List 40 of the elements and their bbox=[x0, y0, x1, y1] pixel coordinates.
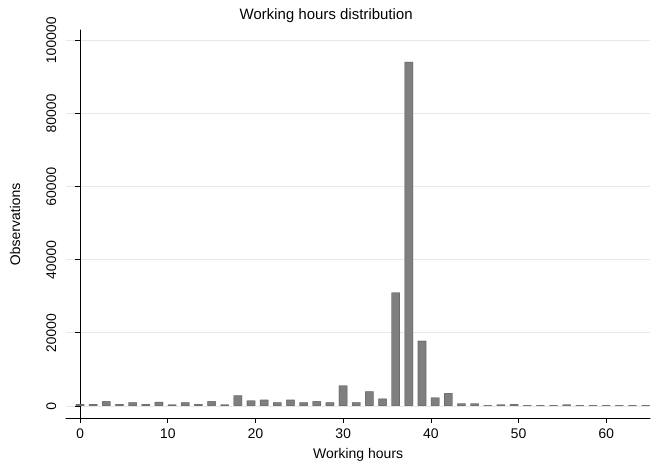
bar bbox=[286, 400, 295, 406]
bar bbox=[470, 403, 479, 406]
y-tick-label: 20000 bbox=[43, 313, 59, 352]
bar bbox=[326, 402, 334, 406]
bar bbox=[404, 62, 414, 406]
bar bbox=[102, 401, 111, 406]
bar bbox=[338, 385, 348, 406]
bar bbox=[352, 402, 361, 406]
bar bbox=[180, 402, 190, 406]
bar bbox=[273, 402, 282, 406]
x-tick-label: 0 bbox=[76, 425, 84, 441]
x-axis-title: Working hours bbox=[312, 445, 404, 461]
bar bbox=[457, 403, 466, 406]
bar bbox=[260, 400, 268, 406]
y-tick-label: 60000 bbox=[43, 166, 59, 206]
bar bbox=[365, 391, 374, 406]
bar bbox=[418, 340, 426, 406]
x-tick-label: 50 bbox=[510, 425, 526, 441]
y-axis-title: Observations bbox=[7, 182, 23, 266]
bar bbox=[234, 395, 242, 406]
x-tick-label: 30 bbox=[335, 425, 352, 441]
x-tick-label: 10 bbox=[160, 425, 176, 441]
bar bbox=[299, 402, 308, 406]
y-tick-label: 40000 bbox=[43, 240, 59, 279]
y-tick-label: 0 bbox=[43, 402, 59, 410]
y-tick-label: 80000 bbox=[43, 93, 59, 133]
bar bbox=[128, 402, 137, 406]
x-tick-label: 40 bbox=[422, 425, 439, 441]
x-tick-label: 60 bbox=[598, 425, 614, 441]
bar bbox=[391, 292, 400, 406]
bar bbox=[444, 393, 453, 406]
bar bbox=[378, 398, 387, 406]
bar bbox=[312, 401, 322, 406]
chart-title: Working hours distribution bbox=[239, 6, 413, 23]
bar bbox=[207, 401, 216, 406]
y-tick-label: 100000 bbox=[43, 16, 59, 64]
bar bbox=[154, 402, 164, 406]
bar bbox=[246, 400, 256, 406]
bar bbox=[430, 398, 440, 406]
x-tick-label: 20 bbox=[248, 425, 264, 441]
